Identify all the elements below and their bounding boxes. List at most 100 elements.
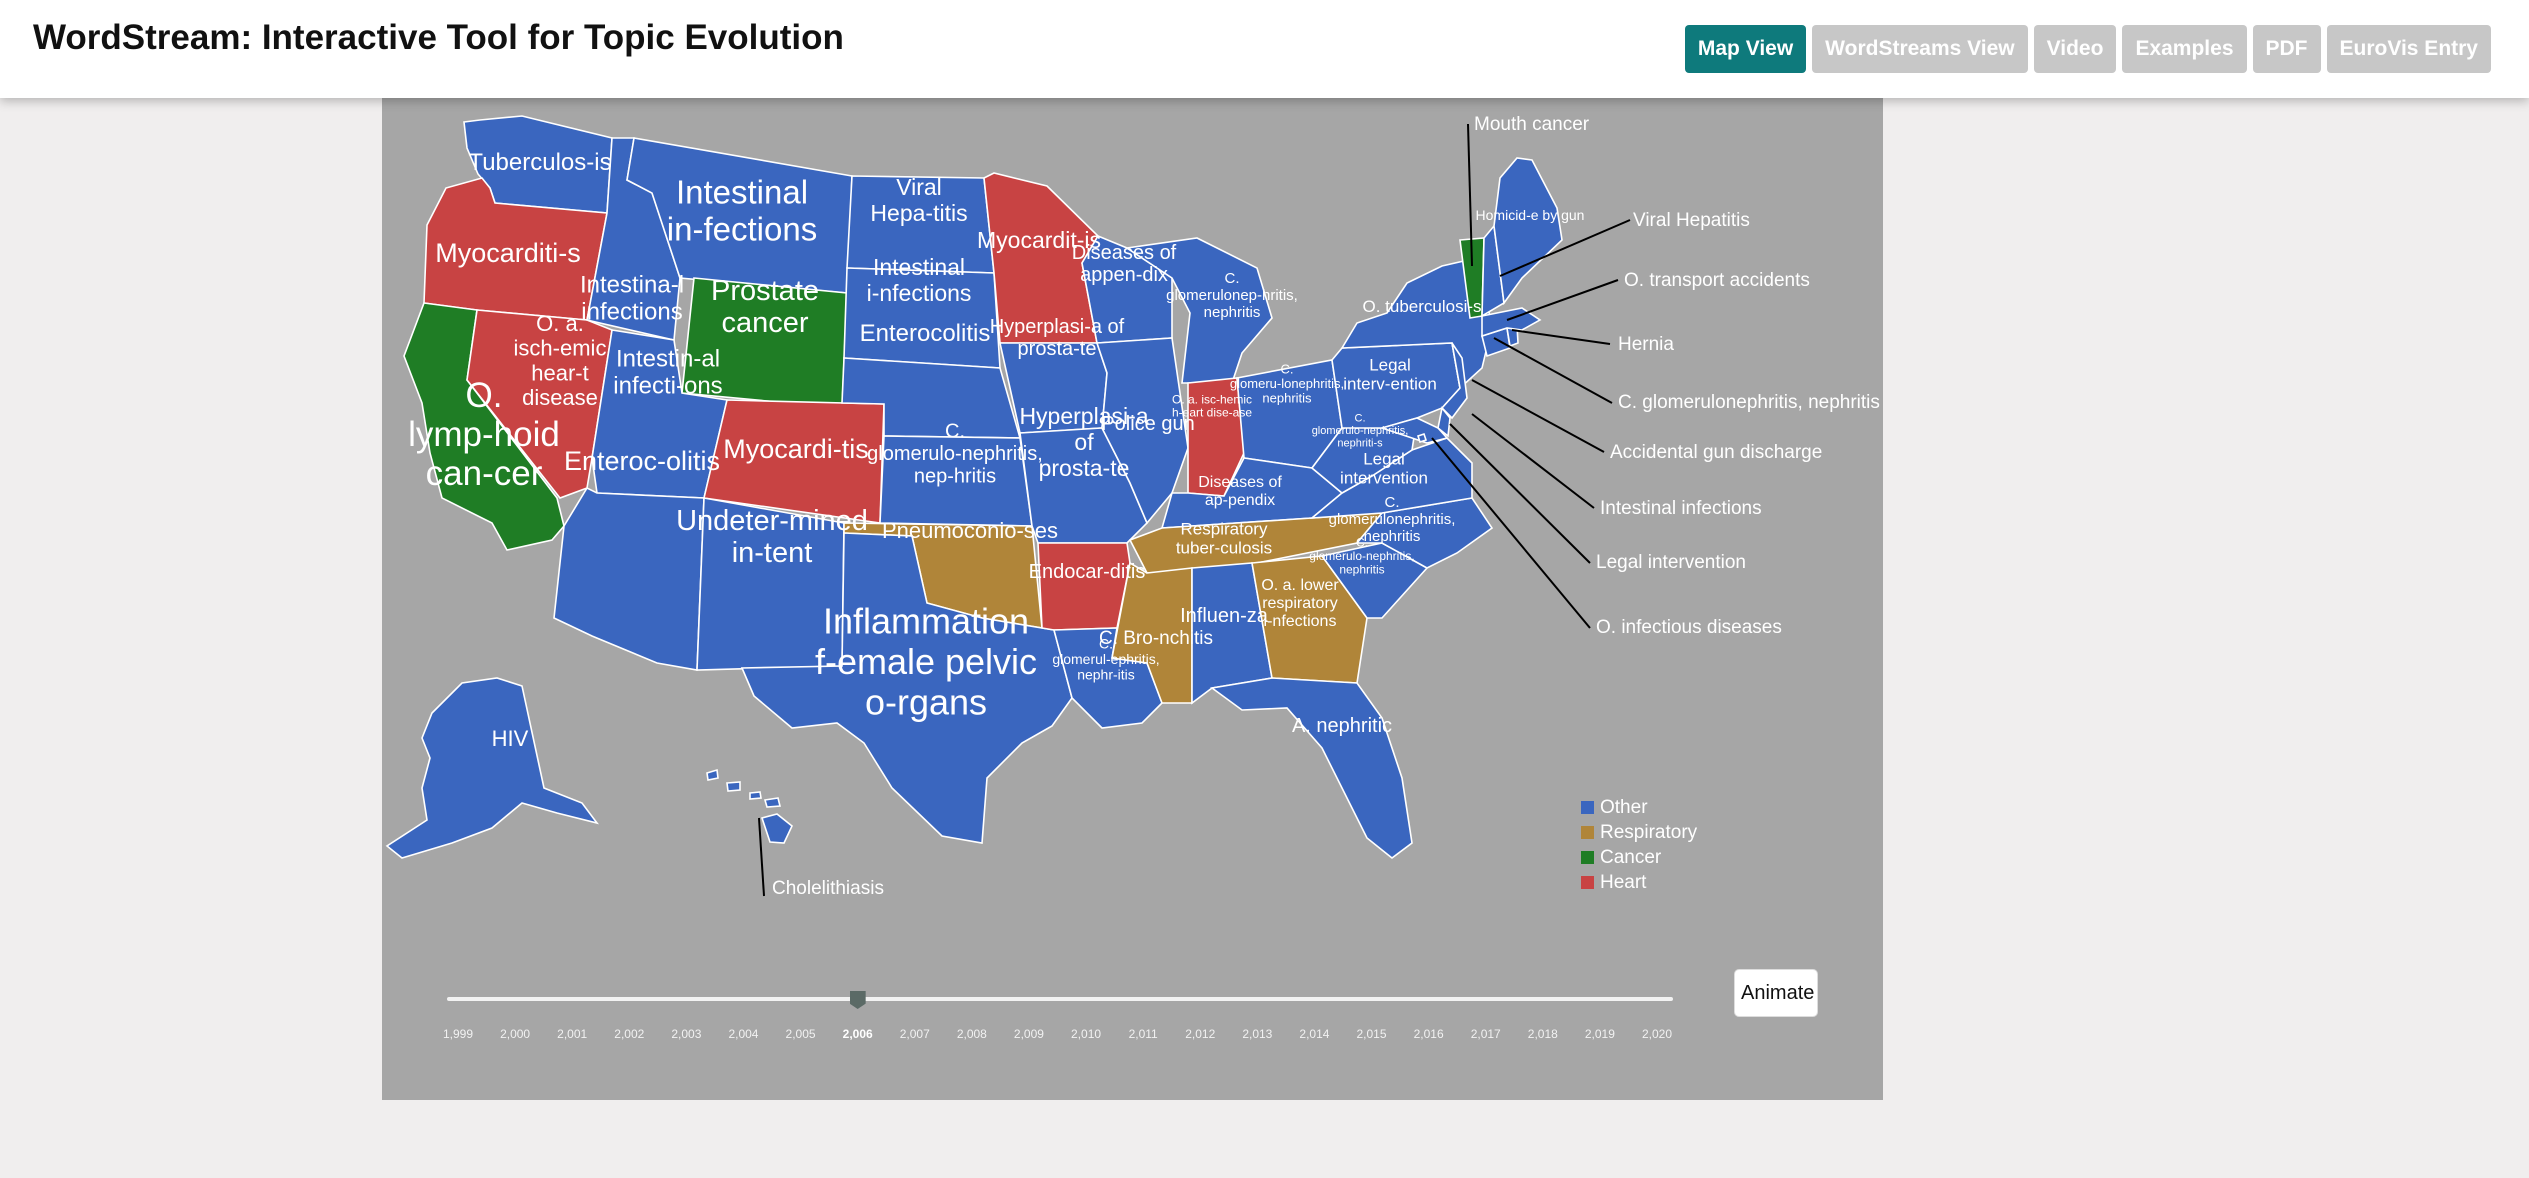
state-label-ca: O. lymp-hoid can-cer: [408, 376, 560, 493]
year-slider-handle[interactable]: [849, 991, 866, 1009]
year-tick[interactable]: 2,017: [1470, 1027, 1501, 1041]
state-label-az: Enteroc-olitis: [564, 446, 720, 476]
state-label-me: Homicid-e by gun: [1476, 207, 1585, 223]
state-ar[interactable]: [1037, 542, 1131, 631]
callout-intestinal-infections: Intestinal infections: [1600, 498, 1762, 519]
callout-viral-hepatitis: Viral Hepatitis: [1633, 210, 1750, 231]
state-label-ny: O. tuberculosi-s: [1362, 297, 1481, 316]
state-dc[interactable]: [1416, 432, 1428, 444]
state-label-tn: Respiratory tuber-culosis: [1176, 519, 1272, 557]
eurovis-entry-button[interactable]: EuroVis Entry: [2326, 25, 2491, 73]
state-nj[interactable]: [1440, 342, 1468, 420]
state-label-mn: Myocardit-is: [977, 227, 1101, 253]
state-label-il: Police gun: [1101, 413, 1194, 435]
year-tick[interactable]: 2,013: [1242, 1027, 1273, 1041]
year-tick[interactable]: 2,018: [1527, 1027, 1558, 1041]
state-label-ks: C. glomerulo-nephritis, nep-hritis: [867, 421, 1043, 488]
callout-cholelithiasis: Cholelithiasis: [772, 878, 884, 899]
year-tick[interactable]: 2,012: [1185, 1027, 1216, 1041]
map-view-button[interactable]: Map View: [1684, 25, 1807, 73]
legend-swatch-respiratory: [1581, 826, 1594, 839]
callout-legal-intervention: Legal intervention: [1596, 552, 1746, 573]
state-label-nv: O. a. isch-emic hear-t disease: [514, 311, 607, 410]
state-label-oh: C. glomeru-lonephritis, nephritis: [1230, 361, 1344, 405]
legend-swatch-other: [1581, 801, 1594, 814]
year-tick[interactable]: 2,015: [1356, 1027, 1387, 1041]
year-tick[interactable]: 2,004: [728, 1027, 759, 1041]
examples-button[interactable]: Examples: [2122, 25, 2247, 73]
callout-transport-accidents: O. transport accidents: [1624, 270, 1810, 291]
state-label-wy: Prostate cancer: [711, 275, 819, 339]
state-tx[interactable]: [740, 532, 1073, 844]
state-label-ak: HIV: [492, 726, 529, 751]
state-label-nd: Viral Hepa-titis: [870, 174, 967, 226]
legend-label: Heart: [1600, 871, 1647, 893]
state-label-or: Myocarditi-s: [435, 238, 581, 268]
year-tick[interactable]: 2,006: [842, 1027, 873, 1041]
app-header: WordStream: Interactive Tool for Topic E…: [0, 0, 2529, 98]
year-tick[interactable]: 2,005: [785, 1027, 816, 1041]
state-sc[interactable]: [1320, 542, 1429, 619]
year-tick[interactable]: 2,008: [956, 1027, 987, 1041]
state-label-va: Legal intervention: [1340, 449, 1428, 487]
state-label-la: C. glomerul-ephritis, nephr-itis: [1052, 635, 1159, 682]
state-label-mo: Hyperplasi-a of prosta-te: [1019, 403, 1148, 481]
year-slider-track[interactable]: [447, 997, 1673, 1001]
us-map: Tuberculos-is Myocarditi-s O. lymp-hoid can-…: [385, 114, 1880, 899]
legend-item-cancer: Cancer: [1581, 845, 1697, 870]
year-tick[interactable]: 2,014: [1299, 1027, 1330, 1041]
state-label-ia: Hyperplasi-a of prosta-te: [990, 316, 1125, 360]
state-label-co: Myocardi-tis: [723, 434, 869, 464]
state-label-nc: C. glomerulonephritis, nephritis: [1329, 494, 1456, 545]
state-de[interactable]: [1437, 406, 1451, 438]
state-label-ms: C. Bro-nchitis: [1099, 628, 1213, 649]
year-tick[interactable]: 2,010: [1071, 1027, 1102, 1041]
year-tick[interactable]: 2,002: [614, 1027, 645, 1041]
state-label-ok: Pneumoconio-ses: [882, 518, 1058, 543]
callout-mouth-cancer: Mouth cancer: [1474, 114, 1590, 135]
state-label-sd: Intestinal i-nfections: [867, 254, 972, 306]
year-tick[interactable]: 2,016: [1413, 1027, 1444, 1041]
state-il[interactable]: [1095, 337, 1189, 525]
state-md[interactable]: [1379, 417, 1449, 444]
state-me[interactable]: [1493, 157, 1563, 306]
year-tick[interactable]: 2,007: [899, 1027, 930, 1041]
page-title: WordStream: Interactive Tool for Topic E…: [33, 18, 844, 57]
state-label-wi: Diseases of appen-dix: [1072, 242, 1177, 286]
legend-item-respiratory: Respiratory: [1581, 820, 1697, 845]
callout-hernia: Hernia: [1618, 334, 1674, 355]
year-tick[interactable]: 2,003: [671, 1027, 702, 1041]
state-hi[interactable]: [706, 768, 793, 844]
state-label-tx: Inflammation f-emale pelvic o-rgans: [815, 601, 1037, 723]
year-ticks: 1,999 2,000 2,001 2,002 2,003 2,004 2,005 2,006…: [382, 1027, 1883, 1047]
callout-glomerulonephritis: C. glomerulonephritis, nephritis: [1618, 392, 1880, 413]
state-label-ar: Endocar-ditis: [1029, 561, 1146, 583]
callout-labels: Mouth cancer Viral Hepatitis O. transpor…: [772, 114, 1880, 899]
state-ak[interactable]: [385, 677, 599, 859]
legend-label: Cancer: [1600, 846, 1662, 868]
state-label-ky: Diseases of ap-pendix: [1198, 474, 1282, 509]
state-label-mi: C. glomerulonep-hritis, nephritis: [1166, 270, 1298, 321]
state-fl[interactable]: [1209, 677, 1413, 860]
state-label-wv: C. glomerulo-nephritis, nephriti-s: [1312, 413, 1409, 450]
state-label-wa: Tuberculos-is: [468, 149, 611, 176]
state-ga[interactable]: [1251, 555, 1368, 684]
year-tick[interactable]: 2,011: [1128, 1027, 1158, 1041]
year-tick[interactable]: 2,019: [1584, 1027, 1615, 1041]
state-mi[interactable]: [1124, 237, 1273, 384]
pdf-button[interactable]: PDF: [2252, 25, 2321, 73]
wordstreams-view-button[interactable]: WordStreams View: [1812, 25, 2028, 73]
year-tick[interactable]: 1,999: [442, 1027, 474, 1041]
callout-infectious-diseases: O. infectious diseases: [1596, 617, 1782, 638]
year-tick[interactable]: 2,009: [1013, 1027, 1044, 1041]
year-tick[interactable]: 2,000: [500, 1027, 531, 1041]
state-label-al: Influen-za: [1180, 605, 1269, 627]
state-label-nm: Undeter-mined in-tent: [676, 505, 868, 569]
year-tick[interactable]: 2,020: [1641, 1027, 1673, 1041]
state-label-pa: Legal interv-ention: [1343, 355, 1437, 393]
view-nav: Map View WordStreams View Video Examples…: [1684, 25, 2491, 73]
animate-button[interactable]: Animate: [1734, 969, 1818, 1017]
video-button[interactable]: Video: [2033, 25, 2117, 73]
state-ma[interactable]: [1481, 307, 1542, 338]
year-tick[interactable]: 2,001: [557, 1027, 588, 1041]
